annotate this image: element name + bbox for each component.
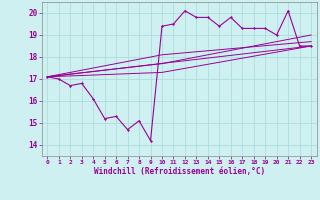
- X-axis label: Windchill (Refroidissement éolien,°C): Windchill (Refroidissement éolien,°C): [94, 167, 265, 176]
